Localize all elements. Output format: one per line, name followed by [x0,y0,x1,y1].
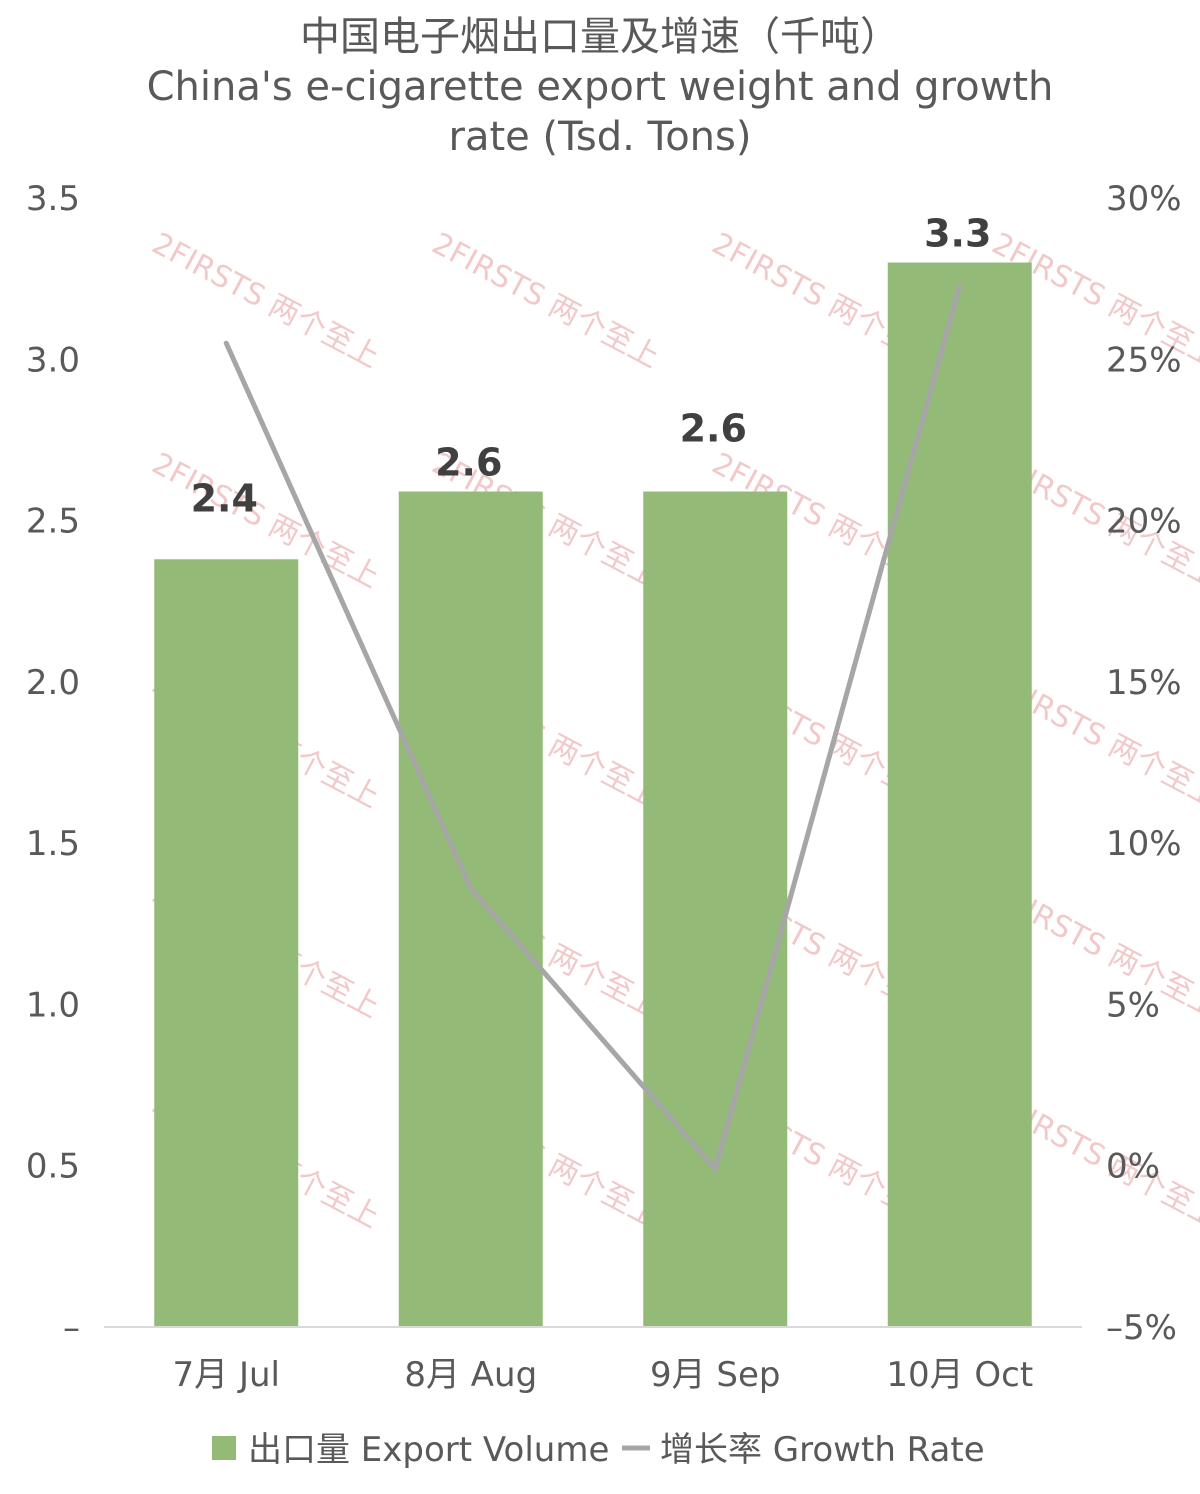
x-axis-category-label: 9月 Sep [650,1355,781,1395]
bar-data-label: 2.4 [191,476,258,520]
title-line-3: rate (Tsd. Tons) [449,114,752,160]
left-axis-tick-label: 3.5 [26,179,80,219]
right-axis-tick-labels: –5% 0% 5% 10% 15% 20% 25% 30% [1106,179,1182,1348]
right-axis-tick-label: 0% [1106,1147,1160,1187]
left-axis-tick-labels: – 0.5 1.0 1.5 2.0 2.5 3.0 3.5 [26,179,80,1348]
title-line-1: 中国电子烟出口量及增速（千吨） [300,14,900,60]
x-axis-category-label: 7月 Jul [173,1355,280,1395]
right-axis-tick-label: 10% [1106,824,1182,864]
title-line-2: China's e-cigarette export weight and gr… [147,64,1054,110]
bar-data-label: 3.3 [924,212,991,256]
right-axis-tick-label: 25% [1106,340,1182,380]
growth-line-layer [223,282,963,1172]
bar-export-volume [887,262,1032,1327]
left-axis-tick-label: 3.0 [26,340,80,380]
bar-export-volume [643,491,788,1327]
data-labels-layer: 2.4 2.6 2.6 3.3 [191,212,992,521]
left-axis-tick-label: 2.5 [26,502,80,542]
left-axis-tick-label: – [63,1308,80,1348]
right-axis-tick-label: 20% [1106,502,1182,542]
left-axis-tick-label: 2.0 [26,663,80,703]
right-axis-tick-label: 5% [1106,985,1160,1025]
legend-label-growth-rate: 增长率 Growth Rate [660,1430,985,1470]
legend-label-export-volume: 出口量 Export Volume [248,1430,609,1470]
left-axis-tick-label: 1.5 [26,824,80,864]
bar-data-label: 2.6 [435,441,502,485]
left-axis-tick-label: 1.0 [26,985,80,1025]
growth-rate-line [223,282,963,1172]
legend-swatch-export-volume [212,1436,236,1460]
right-axis-tick-label: 30% [1106,179,1182,219]
bar-data-label: 2.6 [680,407,747,451]
category-labels: 7月 Jul 8月 Aug 9月 Sep 10月 Oct [173,1355,1034,1395]
legend: 出口量 Export Volume 增长率 Growth Rate [212,1430,985,1470]
bars-layer [154,262,1032,1327]
left-axis-tick-label: 0.5 [26,1147,80,1187]
x-axis-category-label: 10月 Oct [886,1355,1033,1395]
bar-export-volume [154,559,299,1327]
right-axis-tick-label: –5% [1106,1308,1177,1348]
bar-export-volume [398,491,543,1327]
chart-title: 中国电子烟出口量及增速（千吨） China's e-cigarette expo… [147,14,1054,160]
right-axis-tick-label: 15% [1106,663,1182,703]
x-axis-category-label: 8月 Aug [404,1355,537,1395]
